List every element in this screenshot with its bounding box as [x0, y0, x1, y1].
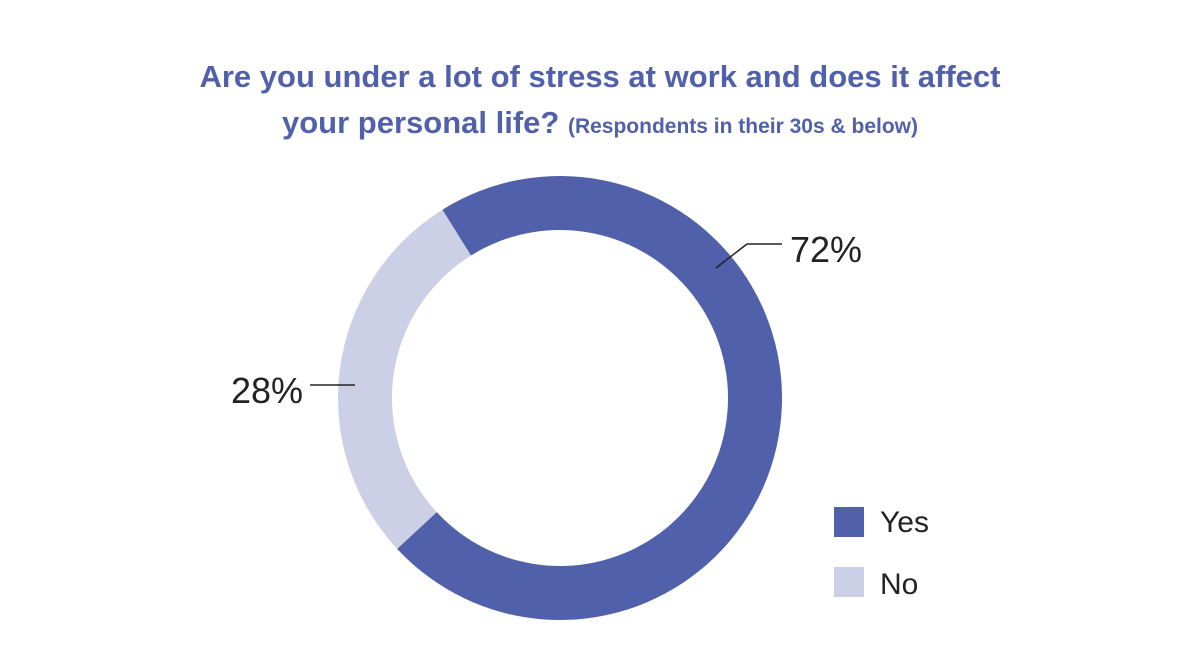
donut-slice-no — [338, 209, 471, 549]
legend-label-no: No — [880, 568, 918, 601]
slice-leader-lines — [310, 243, 782, 386]
slice-label-yes: 72% — [790, 229, 862, 270]
chart-title: Are you under a lot of stress at work an… — [0, 54, 1200, 150]
chart-subtitle: (Respondents in their 30s & below) — [567, 115, 919, 138]
chart-title-line-2-text: your personal life? — [281, 105, 560, 140]
donut-slices — [338, 176, 782, 621]
chart-title-line-2: your personal life? (Respondents in thei… — [0, 100, 1200, 150]
legend-swatch-no — [834, 567, 864, 597]
legend-swatch-yes — [834, 507, 864, 537]
legend: Yes No — [834, 506, 929, 601]
legend-label-yes: Yes — [880, 506, 929, 539]
slice-label-no: 28% — [231, 370, 303, 411]
chart-title-line-1: Are you under a lot of stress at work an… — [199, 59, 1001, 94]
donut-slice-yes — [397, 176, 782, 621]
leader-line-yes — [715, 243, 748, 269]
